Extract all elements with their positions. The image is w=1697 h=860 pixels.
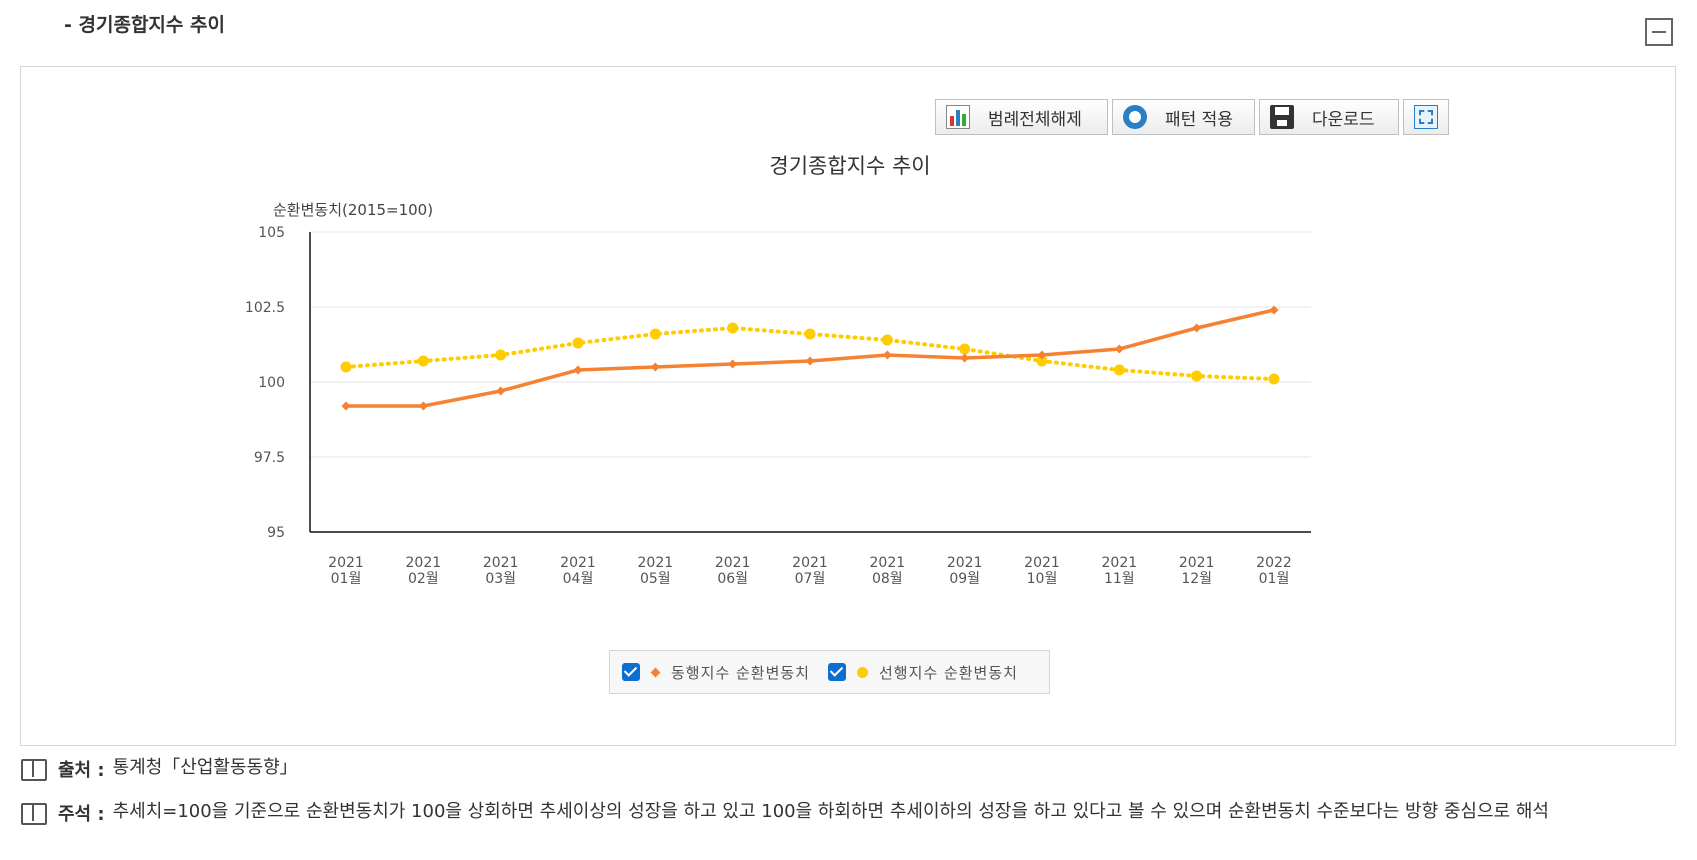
pattern-button[interactable]: 패턴 적용	[1112, 99, 1255, 135]
x-tick-label: 2022 01월	[1256, 555, 1292, 587]
data-point-circle[interactable]	[959, 343, 971, 355]
y-tick-label: 102.5	[245, 300, 285, 316]
data-point-circle[interactable]	[1113, 364, 1125, 376]
y-axis-label: 순환변동치(2015=100)	[273, 201, 433, 219]
bar-chart-icon	[946, 105, 970, 129]
x-tick-label: 2021 07월	[792, 555, 828, 587]
data-point-circle[interactable]	[1036, 355, 1048, 367]
source-note: 출처 : 통계청「산업활동동향」	[20, 756, 1563, 782]
data-point-diamond[interactable]	[418, 401, 428, 411]
data-point-diamond[interactable]	[496, 386, 506, 396]
download-button[interactable]: 다운로드	[1259, 99, 1399, 135]
data-point-diamond[interactable]	[728, 359, 738, 369]
pattern-label: 패턴 적용	[1165, 109, 1233, 130]
data-point-circle[interactable]	[881, 334, 893, 346]
chart-toolbar: 범례전체해제 패턴 적용 다운로드	[935, 99, 1449, 135]
line-chart: 경기종합지수 추이 순환변동치(2015=100) 95 97.5 100 102.5…	[245, 154, 1311, 587]
legend-label-coincident: 동행지수 순환변동치	[671, 663, 810, 682]
x-tick-label: 2021 12월	[1179, 555, 1215, 587]
data-point-diamond[interactable]	[805, 356, 815, 366]
x-tick-label: 2021 04월	[560, 555, 596, 587]
data-point-diamond[interactable]	[882, 350, 892, 360]
legend-item-leading[interactable]: 선행지수 순환변동치	[827, 662, 1018, 683]
section-title: - 경기종합지수 추이	[64, 14, 225, 36]
checkbox-checked-icon[interactable]	[622, 663, 640, 681]
x-tick-label: 2021 06월	[715, 555, 751, 587]
x-tick-label: 2021 10월	[1024, 555, 1060, 587]
legend-off-button[interactable]: 범례전체해제	[935, 99, 1108, 135]
x-tick-label: 2021 03월	[483, 555, 519, 587]
y-tick-label: 97.5	[254, 450, 285, 466]
data-point-diamond[interactable]	[573, 365, 583, 375]
x-tick-label: 2021 02월	[406, 555, 442, 587]
data-point-circle[interactable]	[417, 355, 429, 367]
chart-legend: 동행지수 순환변동치 선행지수 순환변동치	[609, 650, 1050, 694]
chart-title: 경기종합지수 추이	[769, 154, 930, 178]
data-point-circle[interactable]	[340, 361, 352, 373]
data-point-diamond[interactable]	[960, 353, 970, 363]
remark-label: 주석 :	[58, 804, 105, 825]
y-tick-label: 105	[258, 225, 285, 241]
book-icon	[20, 756, 48, 781]
x-tick-label: 2021 01월	[328, 555, 364, 587]
data-point-circle[interactable]	[727, 322, 739, 334]
chart-container: 범례전체해제 패턴 적용 다운로드 경기종합지수 추이 순환변동치(2015=1…	[20, 66, 1676, 746]
save-icon	[1270, 105, 1294, 129]
data-point-circle[interactable]	[1268, 373, 1280, 385]
data-point-diamond[interactable]	[341, 401, 351, 411]
source-text: 통계청「산업활동동향」	[112, 757, 298, 778]
download-label: 다운로드	[1312, 109, 1375, 130]
data-point-circle[interactable]	[649, 328, 661, 340]
data-point-diamond[interactable]	[650, 362, 660, 372]
checkbox-checked-icon[interactable]	[827, 663, 846, 681]
legend-label-leading: 선행지수 순환변동치	[878, 663, 1018, 682]
y-tick-label: 100	[258, 375, 285, 391]
y-tick-label: 95	[267, 525, 285, 541]
source-label: 출처 :	[58, 760, 105, 781]
data-point-diamond[interactable]	[1037, 350, 1047, 360]
refresh-icon	[1123, 105, 1147, 129]
data-point-circle[interactable]	[1191, 370, 1203, 382]
data-point-circle[interactable]	[804, 328, 816, 340]
remark-text: 추세치=100을 기준으로 순환변동치가 100을 상회하면 추세이상의 성장을…	[112, 801, 1549, 822]
collapse-icon[interactable]	[1645, 18, 1673, 46]
data-point-circle[interactable]	[572, 337, 584, 349]
data-point-circle[interactable]	[495, 349, 507, 361]
book-icon	[20, 800, 48, 825]
x-tick-label: 2021 09월	[947, 555, 983, 587]
fullscreen-button[interactable]	[1403, 99, 1449, 135]
x-tick-label: 2021 11월	[1102, 555, 1138, 587]
circle-marker-icon	[856, 666, 868, 678]
data-point-diamond[interactable]	[1269, 305, 1279, 315]
x-tick-label: 2021 08월	[870, 555, 906, 587]
data-point-diamond[interactable]	[1114, 344, 1124, 354]
x-tick-label: 2021 05월	[638, 555, 674, 587]
legend-item-coincident[interactable]: 동행지수 순환변동치	[622, 662, 810, 683]
diamond-marker-icon	[650, 667, 661, 677]
expand-icon	[1414, 105, 1438, 129]
remark-note: 주석 : 추세치=100을 기준으로 순환변동치가 100을 상회하면 추세이상…	[20, 800, 1563, 826]
legend-off-label: 범례전체해제	[988, 109, 1082, 130]
data-point-diamond[interactable]	[1192, 323, 1202, 333]
